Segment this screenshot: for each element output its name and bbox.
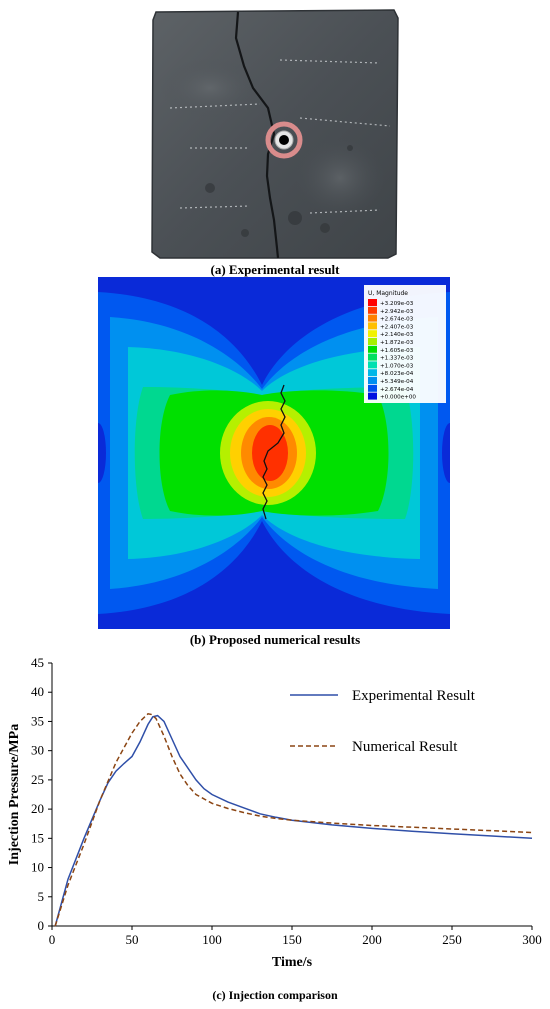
x-tick-label: 300 bbox=[522, 932, 542, 947]
fem-legend-label: +1.337e-03 bbox=[380, 356, 414, 362]
fem-legend-label: +2.942e-03 bbox=[380, 309, 414, 315]
y-axis-label: Injection Pressure/MPa bbox=[7, 724, 22, 865]
y-tick-label: 45 bbox=[31, 655, 44, 670]
x-tick-label: 200 bbox=[362, 932, 382, 947]
fem-legend-swatch bbox=[368, 338, 377, 345]
legend-label-1: Experimental Result bbox=[352, 688, 476, 704]
fem-legend-swatch bbox=[368, 384, 377, 392]
y-tick-label: 20 bbox=[31, 801, 44, 816]
injection-chart: 0 50 100 150 200 250 300 0 5 10 15 20 25 30 35 40 45 Time… bbox=[0, 650, 550, 990]
legend-label-2: Numerical Result bbox=[352, 739, 458, 755]
x-tick-label: 0 bbox=[49, 932, 56, 947]
contour-image: U, Magnitude +3.209e-03 +2.942e-03 +2.674e… bbox=[90, 277, 458, 629]
fem-legend-swatch bbox=[368, 322, 377, 330]
fem-legend-label: +1.605e-03 bbox=[380, 348, 414, 354]
surface-pits bbox=[205, 145, 353, 237]
surface-scratches bbox=[169, 59, 391, 214]
caption-b: (b) Proposed numerical results bbox=[189, 632, 361, 647]
injection-hole bbox=[279, 135, 289, 145]
fem-legend-label: +2.407e-03 bbox=[380, 324, 414, 330]
fem-legend-label: +2.140e-03 bbox=[380, 332, 414, 338]
fem-legend-swatch bbox=[368, 361, 377, 369]
y-tick-label: 35 bbox=[31, 713, 44, 728]
fem-legend-label: +1.872e-03 bbox=[380, 340, 414, 346]
y-tick-label: 10 bbox=[31, 860, 44, 875]
chart-canvas: 0 50 100 150 200 250 300 0 5 10 15 20 25 30 35 40 45 Time… bbox=[7, 655, 542, 970]
injection-hole-ring bbox=[265, 121, 303, 159]
numerical-fracture bbox=[262, 384, 286, 520]
fem-legend-label: +2.674e-03 bbox=[380, 317, 414, 323]
fem-legend-label: +8.023e-04 bbox=[380, 371, 414, 377]
y-tick-label: 25 bbox=[31, 772, 44, 787]
fem-legend-title: U, Magnitude bbox=[368, 290, 408, 297]
series-line-1 bbox=[54, 714, 533, 927]
caption-c: (c) Injection comparison bbox=[212, 988, 338, 1002]
fem-legend-label: +1.070e-03 bbox=[380, 363, 414, 369]
fem-legend-swatch bbox=[368, 306, 377, 314]
fem-legend-swatch bbox=[368, 353, 377, 361]
fem-legend-label: +5.349e-04 bbox=[380, 379, 414, 385]
experimental-photo bbox=[150, 8, 400, 260]
x-tick-label: 150 bbox=[282, 932, 302, 947]
caption-a: (a) Experimental result bbox=[210, 262, 340, 277]
y-tick-label: 15 bbox=[31, 830, 44, 845]
x-tick-label: 250 bbox=[442, 932, 462, 947]
fem-legend-label: +3.209e-03 bbox=[380, 301, 414, 307]
fem-legend-label: +0.000e+00 bbox=[380, 395, 416, 401]
y-tick-label: 5 bbox=[38, 889, 45, 904]
y-tick-label: 0 bbox=[38, 918, 45, 933]
specimen-image bbox=[151, 9, 399, 259]
x-tick-label: 100 bbox=[202, 932, 222, 947]
fem-legend-label: +2.674e-04 bbox=[380, 387, 414, 393]
x-axis-label: Time/s bbox=[272, 955, 313, 970]
fem-legend-swatch bbox=[368, 345, 377, 353]
fem-legend-swatch bbox=[368, 369, 377, 377]
fem-legend: U, Magnitude +3.209e-03 +2.942e-03 +2.674e… bbox=[364, 285, 446, 403]
y-tick-label: 30 bbox=[31, 743, 44, 758]
fem-legend-swatch bbox=[368, 392, 377, 400]
series-line-2 bbox=[54, 712, 533, 927]
fem-legend-swatch bbox=[368, 330, 377, 338]
numerical-contour-plot: U, Magnitude +3.209e-03 +2.942e-03 +2.674e… bbox=[90, 277, 458, 629]
fem-legend-swatch bbox=[368, 314, 377, 322]
x-tick-label: 50 bbox=[126, 932, 139, 947]
contour-band-9 bbox=[252, 425, 288, 481]
y-tick-label: 40 bbox=[31, 684, 44, 699]
fem-legend-swatch bbox=[368, 377, 377, 384]
fem-legend-swatch bbox=[368, 299, 377, 306]
